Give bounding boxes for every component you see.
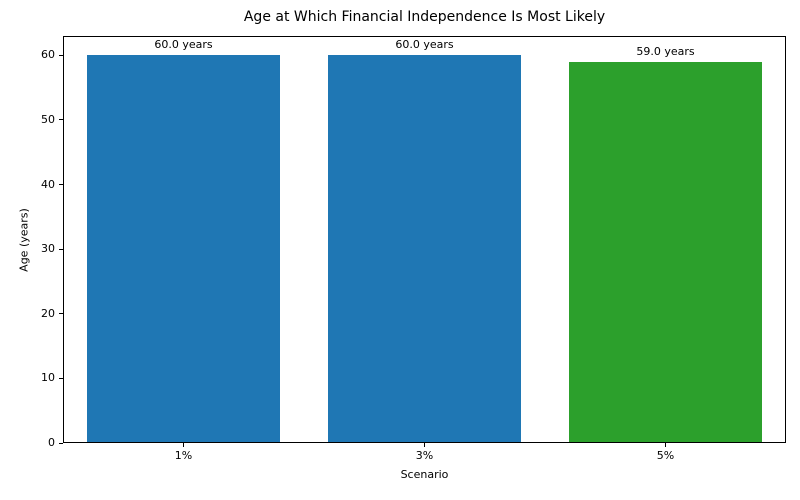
bar	[328, 55, 521, 443]
y-tick-mark	[59, 119, 63, 121]
x-tick-label: 5%	[656, 449, 675, 462]
y-tick-label: 20	[41, 306, 55, 320]
y-tick-mark	[59, 248, 63, 250]
y-tick-label: 10	[41, 371, 55, 385]
x-tick-label: 3%	[415, 449, 434, 462]
y-tick-label: 50	[41, 112, 55, 126]
x-tick-label: 1%	[174, 449, 193, 462]
x-tick-mark	[665, 443, 666, 447]
bar-value-label: 60.0 years	[154, 38, 213, 52]
bar	[87, 55, 280, 443]
x-axis-label: Scenario	[400, 468, 449, 481]
y-tick-label: 40	[41, 177, 55, 191]
chart-title: Age at Which Financial Independence Is M…	[243, 9, 606, 25]
y-axis-label: Age (years)	[17, 208, 31, 272]
y-tick-mark	[59, 377, 63, 379]
y-tick-label: 30	[41, 242, 55, 256]
bar-value-label: 59.0 years	[636, 44, 695, 58]
y-tick-mark	[59, 313, 63, 315]
y-tick-label: 60	[41, 48, 55, 62]
bar-value-label: 60.0 years	[395, 38, 454, 52]
y-tick-mark	[59, 442, 63, 444]
y-tick-mark	[59, 184, 63, 186]
x-tick-mark	[424, 443, 425, 447]
x-tick-mark	[183, 443, 184, 447]
y-tick-label: 0	[48, 436, 55, 449]
y-tick-mark	[59, 54, 63, 56]
bar	[569, 61, 762, 443]
